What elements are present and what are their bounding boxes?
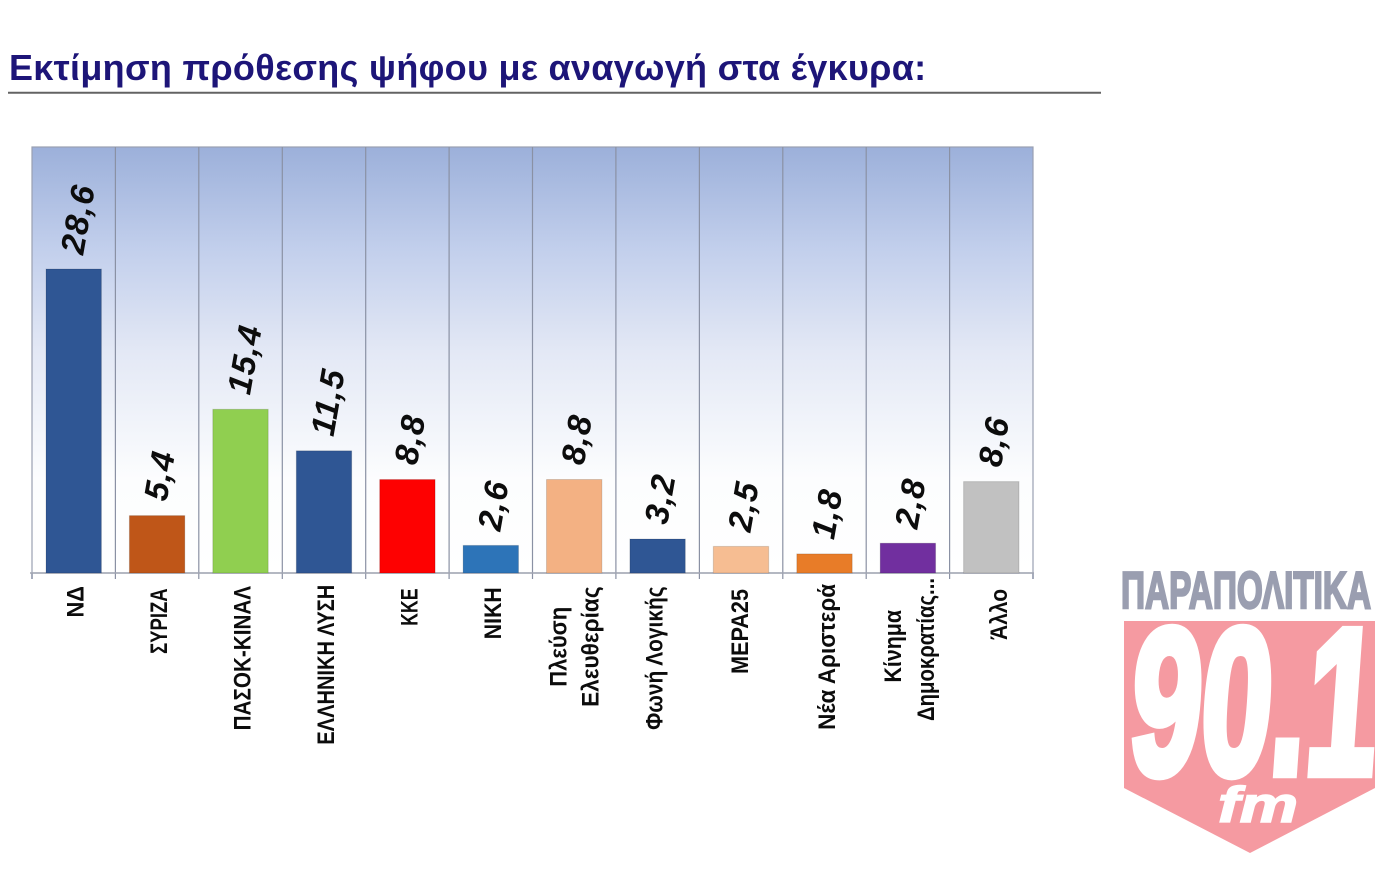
svg-text:Άλλο: Άλλο <box>986 589 1013 640</box>
svg-text:Δημοκρατίας...: Δημοκρατίας... <box>913 578 940 721</box>
svg-text:ΕΛΛΗΝΙΚΗ ΛΥΣΗ: ΕΛΛΗΝΙΚΗ ΛΥΣΗ <box>313 585 340 745</box>
svg-text:ΜΕΡΑ25: ΜΕΡΑ25 <box>727 589 754 674</box>
svg-text:3,2: 3,2 <box>638 471 683 527</box>
svg-text:ΠΑΣΟΚ-ΚΙΝΑΛ: ΠΑΣΟΚ-ΚΙΝΑΛ <box>230 586 257 731</box>
svg-text:ΚΚΕ: ΚΚΕ <box>396 588 423 626</box>
svg-text:Πλεύση: Πλεύση <box>546 607 573 687</box>
svg-text:Νέα Αριστερά: Νέα Αριστερά <box>814 584 841 730</box>
svg-text:fm: fm <box>1218 777 1298 833</box>
svg-text:ΝΙΚΗ: ΝΙΚΗ <box>480 587 507 639</box>
svg-text:5,4: 5,4 <box>138 448 183 504</box>
svg-text:90.1: 90.1 <box>1124 586 1386 818</box>
svg-text:ΣΥΡΙΖΑ: ΣΥΡΙΖΑ <box>146 588 173 654</box>
svg-text:Κίνημα: Κίνημα <box>880 610 907 683</box>
svg-text:Εκτίμηση πρόθεσης ψήφου με ανα: Εκτίμηση πρόθεσης ψήφου με αναγωγή στα έ… <box>9 47 926 88</box>
svg-text:8,6: 8,6 <box>972 414 1017 470</box>
svg-text:2,6: 2,6 <box>471 477 516 534</box>
svg-text:8,8: 8,8 <box>388 412 433 468</box>
svg-text:Ελευθερίας: Ελευθερίας <box>577 586 604 707</box>
svg-text:ΠΑΡΑΠΟΛΙΤΙΚΑ: ΠΑΡΑΠΟΛΙΤΙΚΑ <box>1121 562 1371 620</box>
svg-text:8,8: 8,8 <box>555 412 600 468</box>
svg-text:2,5: 2,5 <box>722 478 767 535</box>
svg-text:2,8: 2,8 <box>889 475 934 532</box>
svg-text:Φωνή Λογικής: Φωνή Λογικής <box>642 586 669 730</box>
svg-text:1,8: 1,8 <box>805 486 850 542</box>
svg-text:ΝΔ: ΝΔ <box>63 586 90 618</box>
